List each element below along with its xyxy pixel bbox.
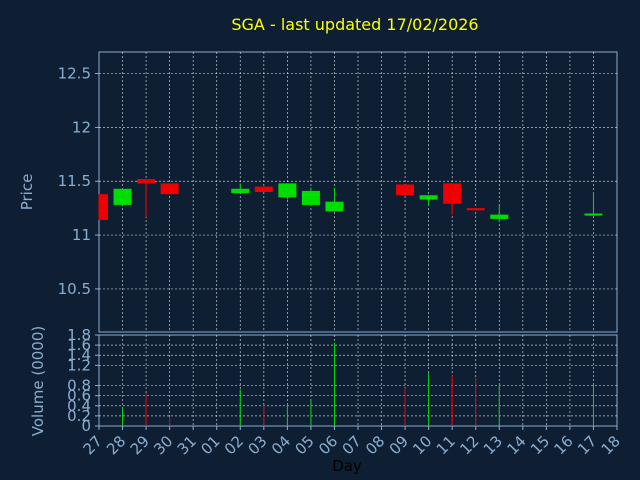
price-ytick-label: 11.5 — [58, 172, 91, 190]
x-tick-label: 17 — [574, 432, 600, 458]
candle-29 — [137, 179, 156, 217]
candle-04 — [278, 183, 297, 200]
candle-10 — [419, 195, 438, 205]
candle-body — [113, 188, 132, 205]
x-tick-label: 12 — [456, 432, 482, 458]
candle-body — [99, 194, 108, 220]
price-ytick-label: 12.5 — [58, 65, 91, 83]
candle-30 — [160, 183, 179, 195]
volume-ytick-label: 0.6 — [67, 387, 91, 405]
volume-ytick-label: 0.2 — [67, 407, 91, 425]
candle-05 — [301, 187, 320, 205]
candle-12 — [466, 208, 485, 211]
candle-02 — [231, 183, 250, 194]
volume-ytick-label: 1.6 — [67, 336, 91, 354]
x-tick-label: 30 — [150, 432, 176, 458]
x-tick-label: 03 — [244, 432, 270, 458]
candle-body — [443, 183, 462, 204]
candle-body — [396, 184, 415, 196]
price-ytick-label: 11 — [72, 226, 91, 244]
volume-ytick-label: 0.8 — [67, 377, 91, 395]
x-tick-label: 01 — [197, 432, 223, 458]
x-tick-label: 02 — [221, 432, 247, 458]
candle-body — [584, 213, 603, 216]
x-tick-label: 15 — [527, 432, 553, 458]
x-tick-label: 07 — [339, 432, 365, 458]
x-tick-labels: 2728293031010203040506070809101112131415… — [80, 426, 624, 458]
price-ytick-label: 12 — [72, 118, 91, 136]
x-tick-label: 14 — [503, 432, 529, 458]
candle-body — [278, 183, 297, 198]
x-tick-label: 08 — [362, 432, 388, 458]
volume-ytick-label: 0.4 — [67, 397, 91, 415]
x-tick-label: 13 — [480, 432, 506, 458]
x-tick-label: 06 — [315, 432, 341, 458]
candle-body — [231, 188, 250, 194]
candle-27 — [98, 194, 108, 220]
candle-28 — [113, 188, 132, 205]
x-tick-label: 05 — [292, 432, 318, 458]
candle-17 — [584, 192, 603, 216]
x-tick-label: 10 — [409, 432, 435, 458]
x-tick-label: 16 — [551, 432, 577, 458]
candle-body — [490, 214, 509, 219]
candle-body — [466, 208, 485, 211]
volume-ytick-label: 1.8 — [67, 326, 91, 344]
candle-09 — [396, 184, 415, 196]
candle-body — [301, 190, 320, 205]
candle-body — [419, 195, 438, 200]
candle-body — [254, 186, 273, 192]
x-tick-label: 28 — [103, 432, 129, 458]
x-tick-label: 11 — [433, 432, 459, 458]
candle-body — [137, 179, 156, 184]
candle-body — [160, 183, 179, 195]
chart-title: SGA - last updated 17/02/2026 — [231, 15, 478, 34]
volume-axis-label: Volume (0000) — [29, 326, 47, 436]
x-tick-label: 09 — [386, 432, 412, 458]
x-tick-label: 18 — [598, 432, 624, 458]
price-panel: 10.5 11 11.5 12 12.5 — [58, 51, 618, 333]
candle-11 — [443, 183, 462, 215]
x-axis-label: Day — [332, 457, 362, 475]
x-tick-label: 27 — [80, 432, 106, 458]
x-tick-label: 04 — [268, 432, 294, 458]
volume-ytick-label: 1.2 — [67, 356, 91, 374]
x-tick-label: 31 — [174, 432, 200, 458]
volume-ytick-label: 1.4 — [67, 346, 91, 364]
price-ytick-label: 10.5 — [58, 280, 91, 298]
candle-06 — [325, 187, 344, 212]
volume-ytick-label: 0 — [81, 417, 91, 435]
price-axis-label: Price — [18, 174, 36, 211]
candle-03 — [254, 186, 273, 192]
volume-panel: 00.20.40.60.8 1.21.41.61.8 — [67, 326, 618, 435]
candle-body — [325, 201, 344, 212]
candle-13 — [490, 206, 509, 223]
x-tick-label: 29 — [127, 432, 153, 458]
